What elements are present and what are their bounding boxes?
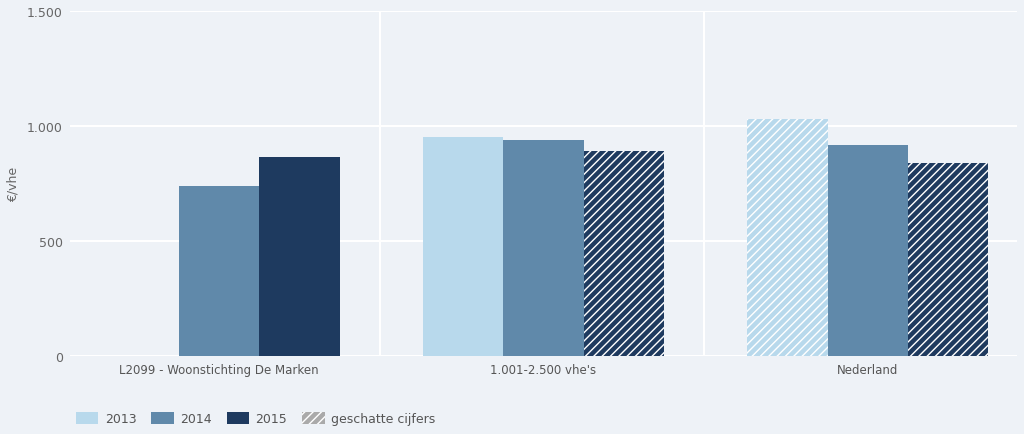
Bar xyxy=(259,158,340,356)
Bar xyxy=(179,186,259,356)
Y-axis label: €/vhe: €/vhe xyxy=(7,166,19,201)
Bar xyxy=(748,120,827,356)
Bar xyxy=(827,146,908,356)
Bar xyxy=(908,163,988,356)
Bar xyxy=(584,152,664,356)
Legend: 2013, 2014, 2015, geschatte cijfers: 2013, 2014, 2015, geschatte cijfers xyxy=(76,412,435,425)
Bar xyxy=(584,152,664,356)
Bar xyxy=(908,163,988,356)
Bar xyxy=(748,120,827,356)
Bar xyxy=(503,140,584,356)
Bar xyxy=(423,138,503,356)
